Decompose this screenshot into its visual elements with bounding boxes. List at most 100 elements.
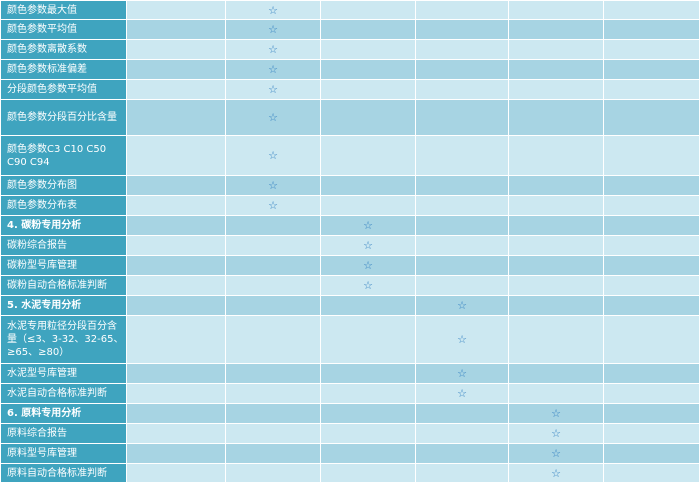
table-cell: [603, 315, 700, 364]
star-icon: ☆: [457, 299, 467, 312]
feature-label: 原料型号库管理: [0, 443, 127, 464]
table-cell: [126, 235, 226, 256]
feature-label: 颜色参数C3 C10 C50 C90 C94: [0, 135, 127, 176]
table-cell: [603, 19, 700, 40]
table-cell: ☆: [415, 383, 509, 404]
feature-label: 颜色参数分段百分比含量: [0, 99, 127, 136]
table-cell: [320, 39, 416, 60]
table-cell: [225, 423, 321, 444]
table-cell: [415, 195, 509, 216]
table-cell: ☆: [320, 215, 416, 236]
table-cell: [320, 403, 416, 424]
star-icon: ☆: [551, 447, 561, 460]
table-cell: [320, 423, 416, 444]
table-cell: [126, 59, 226, 80]
star-icon: ☆: [551, 466, 561, 480]
table-cell: [126, 363, 226, 384]
table-cell: ☆: [225, 135, 321, 176]
feature-label: 水泥型号库管理: [0, 363, 127, 384]
table-cell: [225, 275, 321, 296]
table-cell: [320, 135, 416, 176]
feature-label: 水泥自动合格标准判断: [0, 383, 127, 404]
table-cell: [225, 215, 321, 236]
star-icon: ☆: [363, 219, 373, 232]
table-row: 碳粉综合报告 ☆: [0, 235, 700, 256]
table-cell: [508, 19, 604, 40]
table-row: 颜色参数分布图 ☆: [0, 175, 700, 196]
table-cell: [320, 59, 416, 80]
table-cell: [508, 195, 604, 216]
table-cell: [508, 59, 604, 80]
table-cell: [603, 0, 700, 20]
table-row: 碳粉型号库管理 ☆: [0, 255, 700, 276]
feature-label: 颜色参数分布表: [0, 195, 127, 216]
table-row: 原料自动合格标准判断 ☆: [0, 463, 700, 483]
table-cell: [415, 215, 509, 236]
feature-label: 分段颜色参数平均值: [0, 79, 127, 100]
table-cell: [603, 463, 700, 483]
table-cell: [320, 315, 416, 364]
table-cell: [126, 215, 226, 236]
star-icon: ☆: [268, 111, 278, 124]
table-cell: [603, 423, 700, 444]
table-cell: [415, 59, 509, 80]
table-cell: [508, 99, 604, 136]
table-cell: [415, 39, 509, 60]
table-cell: [126, 39, 226, 60]
table-cell: [603, 403, 700, 424]
table-cell: [126, 463, 226, 483]
table-cell: [415, 235, 509, 256]
table-cell: [225, 255, 321, 276]
table-cell: ☆: [225, 175, 321, 196]
table-cell: [320, 99, 416, 136]
table-row: 颜色参数C3 C10 C50 C90 C94 ☆: [0, 135, 700, 176]
table-cell: ☆: [415, 295, 509, 316]
table-cell: [415, 0, 509, 20]
table-row: 颜色参数最大值 ☆: [0, 0, 700, 20]
table-row: 碳粉自动合格标准判断 ☆: [0, 275, 700, 296]
table-cell: ☆: [225, 79, 321, 100]
table-cell: [415, 403, 509, 424]
table-row: 5. 水泥专用分析 ☆: [0, 295, 700, 316]
table-cell: [225, 235, 321, 256]
section-header-label: 5. 水泥专用分析: [0, 295, 127, 316]
table-row: 颜色参数平均值 ☆: [0, 19, 700, 40]
table-cell: [508, 0, 604, 20]
table-row: 原料综合报告 ☆: [0, 423, 700, 444]
table-cell: [508, 363, 604, 384]
table-cell: [126, 443, 226, 464]
table-cell: [126, 135, 226, 176]
table-cell: [225, 295, 321, 316]
star-icon: ☆: [551, 427, 561, 440]
star-icon: ☆: [268, 199, 278, 212]
table-cell: [415, 135, 509, 176]
star-icon: ☆: [268, 43, 278, 56]
table-row: 水泥专用粒径分段百分含量（≤3、3-32、32-65、≥65、≥80） ☆: [0, 315, 700, 364]
table-cell: [603, 99, 700, 136]
section-header-label: 6. 原料专用分析: [0, 403, 127, 424]
star-icon: ☆: [363, 279, 373, 292]
table-cell: [320, 443, 416, 464]
feature-label: 碳粉自动合格标准判断: [0, 275, 127, 296]
table-cell: [603, 135, 700, 176]
star-icon: ☆: [268, 83, 278, 96]
table-cell: [415, 19, 509, 40]
table-cell: [126, 295, 226, 316]
table-cell: [225, 403, 321, 424]
table-row: 颜色参数分布表 ☆: [0, 195, 700, 216]
table-cell: [603, 255, 700, 276]
table-cell: [126, 195, 226, 216]
feature-label: 颜色参数分布图: [0, 175, 127, 196]
table-cell: [225, 463, 321, 483]
table-cell: [320, 195, 416, 216]
table-row: 6. 原料专用分析 ☆: [0, 403, 700, 424]
table-cell: [415, 275, 509, 296]
table-row: 水泥型号库管理 ☆: [0, 363, 700, 384]
table-cell: [415, 463, 509, 483]
feature-label: 原料综合报告: [0, 423, 127, 444]
table-cell: [415, 255, 509, 276]
table-cell: [225, 363, 321, 384]
table-cell: [126, 383, 226, 404]
table-cell: ☆: [225, 0, 321, 20]
